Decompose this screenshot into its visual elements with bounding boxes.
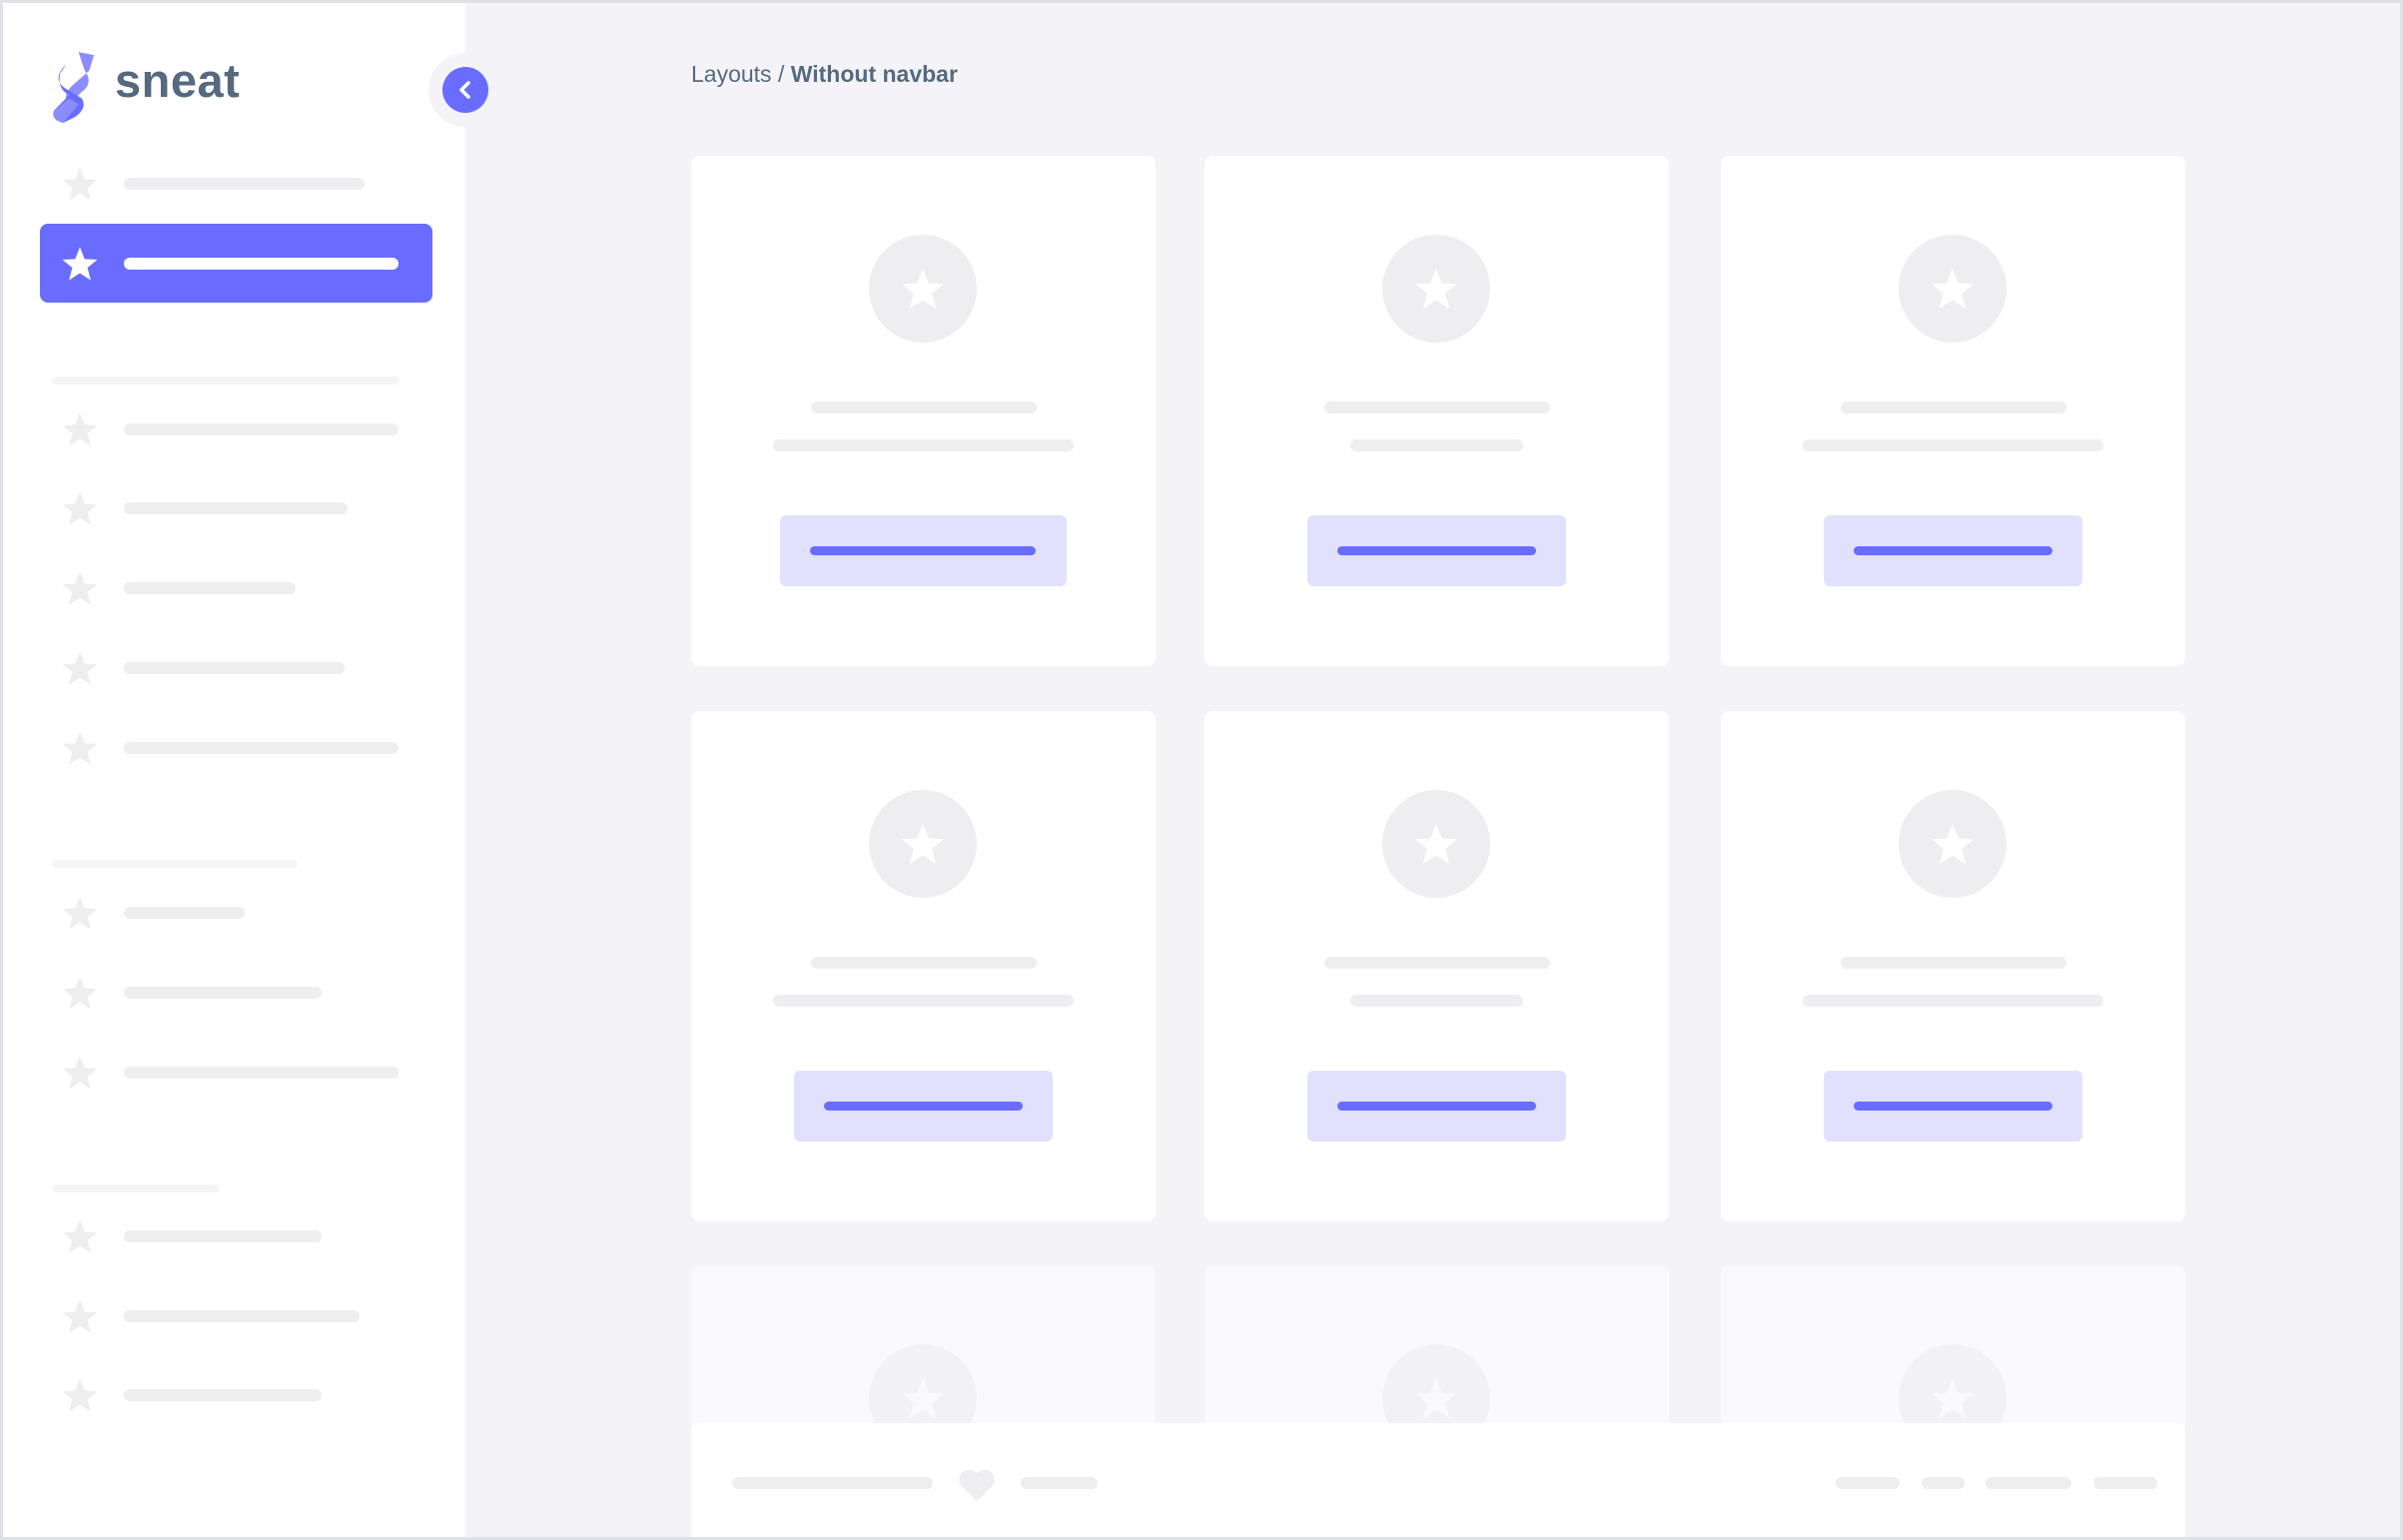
footer-text[interactable] <box>1021 1477 1098 1489</box>
card-button-label <box>1336 1102 1536 1111</box>
sidebar-item-0[interactable] <box>124 178 365 190</box>
card-title <box>1324 957 1550 969</box>
star-icon <box>61 1217 99 1255</box>
card-title <box>1841 401 2066 413</box>
sidebar-section-header <box>52 1184 219 1192</box>
sidebar-item-6[interactable] <box>124 742 399 754</box>
card-title <box>811 957 1037 969</box>
card <box>1204 711 1669 1221</box>
card-subtitle <box>1802 995 2103 1007</box>
card-button-label <box>1853 1102 2052 1111</box>
sidebar-item-9[interactable] <box>124 1067 399 1079</box>
card-subtitle <box>772 995 1074 1007</box>
card-avatar <box>1899 235 2006 343</box>
card-button-label <box>1853 546 2052 555</box>
card <box>691 156 1156 666</box>
breadcrumb: Layouts / Without navbar <box>691 61 958 88</box>
card-button[interactable] <box>1306 1071 1566 1142</box>
sidebar-item-2[interactable] <box>124 423 399 435</box>
breadcrumb-current: Without navbar <box>790 61 958 87</box>
card-title <box>1841 957 2066 969</box>
star-icon <box>1930 266 1976 312</box>
sidebar-section-header <box>52 377 400 385</box>
card-button[interactable] <box>1306 515 1566 586</box>
star-icon <box>1413 1375 1459 1421</box>
star-icon <box>61 1376 99 1414</box>
star-icon <box>61 649 99 687</box>
brand-name: sneat <box>115 54 241 107</box>
sidebar-item-1[interactable] <box>124 258 399 270</box>
sidebar-item-11[interactable] <box>124 1310 360 1322</box>
star-icon <box>900 821 946 867</box>
sidebar-item-4[interactable] <box>124 582 296 594</box>
star-icon <box>61 410 99 448</box>
star-icon <box>1930 1375 1976 1421</box>
card-subtitle <box>1349 439 1523 451</box>
star-icon <box>61 1054 99 1092</box>
card-avatar <box>869 790 977 898</box>
footer <box>691 1423 2185 1537</box>
star-icon <box>61 894 99 932</box>
card-subtitle <box>772 439 1074 451</box>
sidebar-item-10[interactable] <box>124 1230 322 1242</box>
card-subtitle <box>1802 439 2103 451</box>
star-icon <box>61 1297 99 1335</box>
star-icon <box>61 569 99 607</box>
footer-link[interactable] <box>1836 1477 1900 1489</box>
breadcrumb-parent[interactable]: Layouts <box>691 61 772 87</box>
sidebar: sneat <box>3 3 465 1537</box>
collapse-sidebar-button[interactable] <box>442 67 488 113</box>
card <box>1204 156 1669 666</box>
footer-link[interactable] <box>1986 1477 2071 1489</box>
sidebar-item-3[interactable] <box>124 502 348 514</box>
breadcrumb-separator: / <box>771 61 791 87</box>
star-icon <box>900 1375 946 1421</box>
star-icon <box>1413 266 1459 312</box>
footer-link[interactable] <box>1922 1477 1965 1489</box>
card-button[interactable] <box>793 1071 1053 1142</box>
card-subtitle <box>1349 995 1523 1007</box>
star-icon <box>1930 821 1976 867</box>
sidebar-item-8[interactable] <box>124 987 322 999</box>
card-title <box>811 401 1037 413</box>
star-icon <box>61 245 99 283</box>
sidebar-section-header <box>52 860 298 868</box>
sidebar-item-7[interactable] <box>124 907 245 919</box>
heart-icon <box>957 1467 997 1503</box>
card-avatar <box>1899 790 2006 898</box>
star-icon <box>61 165 99 203</box>
star-icon <box>1413 821 1459 867</box>
footer-text[interactable] <box>732 1477 933 1489</box>
sidebar-item-12[interactable] <box>124 1389 322 1401</box>
card-button[interactable] <box>1823 1071 2082 1142</box>
card <box>691 711 1156 1221</box>
sidebar-item-5[interactable] <box>124 662 345 674</box>
footer-link[interactable] <box>2093 1477 2157 1489</box>
card-button[interactable] <box>779 515 1067 586</box>
star-icon <box>61 489 99 527</box>
card-button-label <box>810 546 1036 555</box>
card-button-label <box>823 1102 1023 1111</box>
card-title <box>1324 401 1550 413</box>
chevron-left-icon <box>459 81 470 99</box>
card <box>1721 156 2185 666</box>
card-avatar <box>869 235 977 343</box>
logo-icon <box>53 52 95 123</box>
card-button-label <box>1336 546 1536 555</box>
star-icon <box>900 266 946 312</box>
card-avatar <box>1382 790 1490 898</box>
card-avatar <box>1382 235 1490 343</box>
star-icon <box>61 729 99 767</box>
card-button[interactable] <box>1823 515 2082 586</box>
card <box>1721 711 2185 1221</box>
star-icon <box>61 974 99 1012</box>
